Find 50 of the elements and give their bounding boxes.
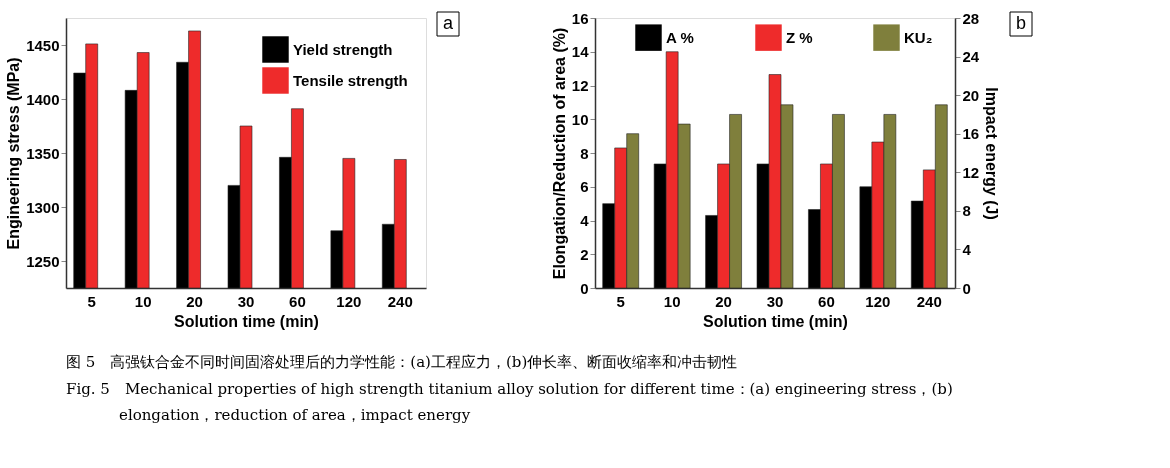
y-tick-label: 1400 [26, 90, 60, 108]
y-tick-label: 1250 [26, 252, 60, 270]
y-tick-label: 14 [571, 43, 590, 61]
x-tick-label: 20 [715, 292, 732, 310]
x-tick-label: 10 [134, 292, 152, 310]
y2-tick-label: 8 [962, 202, 971, 220]
legend-label: Yield strength [293, 40, 393, 58]
y2-tick-label: 20 [962, 86, 980, 104]
y-tick-label: 2 [580, 245, 589, 263]
y-axis-title: Engineering stress (MPa) [5, 57, 23, 250]
y-tick-label: 1450 [26, 36, 60, 54]
x-tick-label: 5 [87, 292, 96, 310]
x-tick-label: 30 [237, 292, 255, 310]
legend-label: Tensile strength [293, 71, 408, 89]
x-axis-title: Solution time (min) [174, 312, 319, 330]
text: b [1015, 13, 1027, 33]
y-tick-label: 4 [580, 212, 590, 229]
legend-label: KU₂ [904, 28, 933, 46]
y2-tick-label: 0 [962, 279, 971, 297]
caption: 图 5 高强钛合金不同时间固溶处理后的力学性能：(a)工程应力，(b)伸长率、断面收缩率和冲击韧性 [66, 353, 738, 371]
y-axis-title: Elongation/Reduction of area (%) [550, 27, 568, 280]
y-tick-label: 1300 [26, 198, 60, 216]
y-tick-label: 1350 [26, 144, 60, 162]
x-tick-label: 240 [387, 292, 413, 310]
text: a [442, 13, 454, 33]
x-tick-label: 5 [616, 292, 625, 310]
y2-tick-label: 12 [962, 163, 980, 181]
y-tick-label: 12 [571, 77, 589, 94]
legend-label: Z % [786, 28, 813, 46]
x-axis-title: Solution time (min) [703, 312, 848, 330]
y2-tick-label: 24 [962, 48, 980, 66]
x-tick-label: 120 [336, 292, 362, 310]
y2-tick-label: 28 [962, 9, 980, 27]
x-tick-label: 240 [916, 292, 942, 310]
x-tick-label: 20 [186, 292, 203, 310]
legend-label: A % [666, 28, 694, 46]
caption: Fig. 5 Mechanical properties of high strength titanium alloy solution for different time：(a) engineering stress，(b) elongation，reduction of area，impact energy [66, 379, 953, 425]
y2-axis-title: Impact energy (J) [983, 87, 1001, 220]
y-tick-label: 8 [580, 144, 589, 162]
x-tick-label: 30 [766, 292, 784, 310]
y2-tick-label: 16 [962, 125, 980, 143]
y-tick-label: 6 [580, 178, 589, 196]
y2-tick-label: 4 [962, 240, 972, 258]
x-tick-label: 60 [818, 292, 835, 310]
x-tick-label: 10 [663, 292, 681, 310]
y-tick-label: 10 [571, 110, 589, 128]
x-tick-label: 120 [865, 292, 891, 310]
x-tick-label: 60 [289, 292, 306, 310]
y-tick-label: 0 [580, 279, 589, 297]
y-tick-label: 16 [571, 9, 589, 27]
